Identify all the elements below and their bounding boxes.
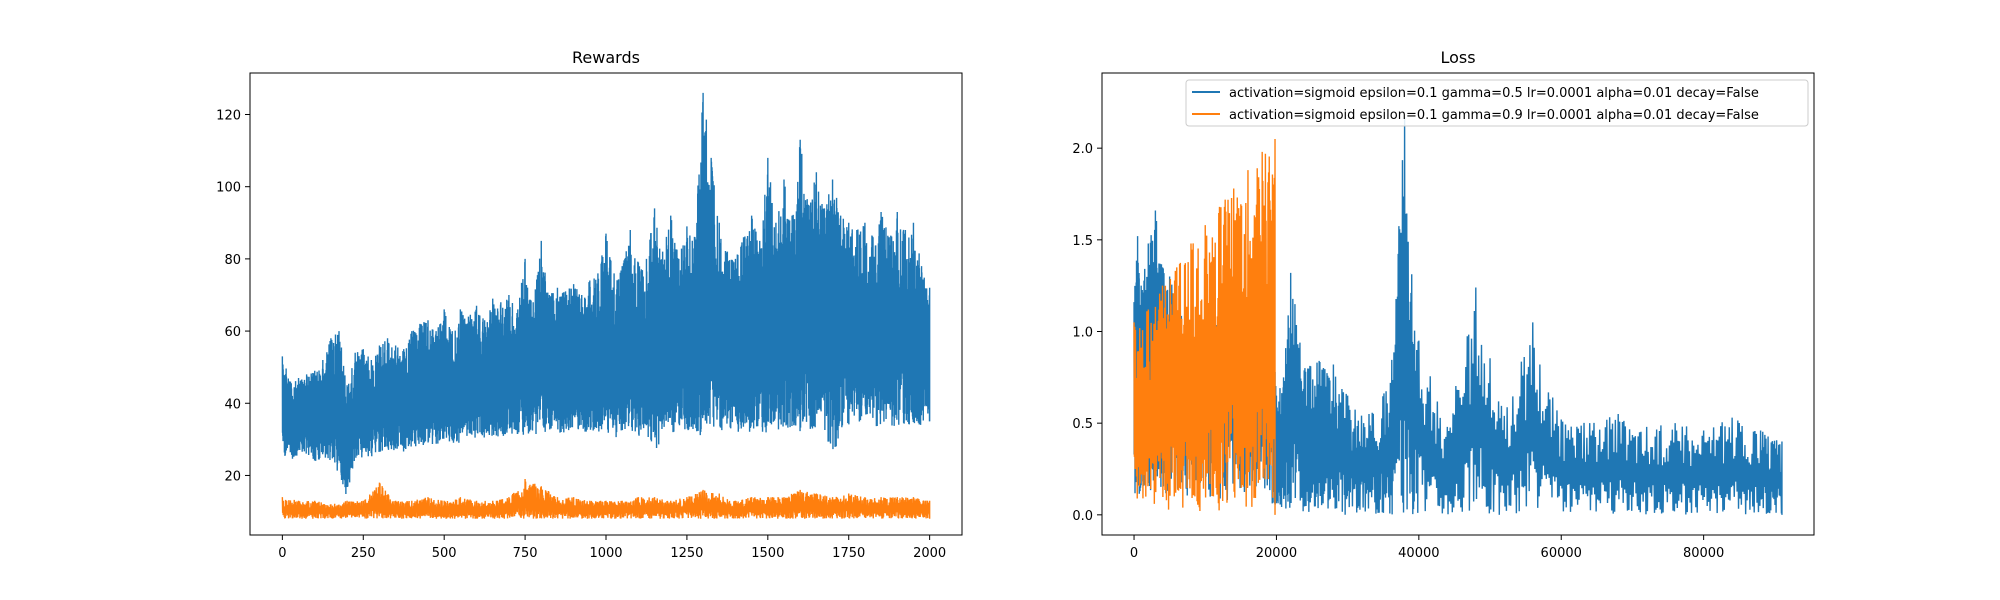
- rewards-x-tick-label: 250: [351, 546, 376, 561]
- rewards-x-tick-label: 1000: [589, 546, 622, 561]
- rewards-y-tick-label: 100: [216, 181, 241, 196]
- loss-series-layer: [1133, 116, 1783, 515]
- rewards-y-axis-ticks: 20 40 60 80 100 120: [216, 109, 250, 484]
- loss-x-tick-label: 0: [1130, 546, 1138, 561]
- rewards-y-tick-label: 80: [224, 253, 241, 268]
- rewards-x-tick-label: 500: [432, 546, 457, 561]
- rewards-y-tick-label: 120: [216, 109, 241, 124]
- rewards-series-layer: [281, 92, 931, 519]
- loss-y-axis-ticks: 0.0 0.5 1.0 1.5 2.0: [1072, 142, 1102, 524]
- rewards-axes-frame: [249, 72, 963, 536]
- loss-series-1-line: [1133, 138, 1276, 515]
- loss-y-tick-label: 0.5: [1072, 417, 1093, 432]
- loss-legend: activation=sigmoid epsilon=0.1 gamma=0.5…: [1185, 79, 1809, 127]
- loss-y-tick-label: 2.0: [1072, 142, 1093, 157]
- loss-x-tick-label: 60000: [1541, 546, 1582, 561]
- loss-axes-frame: [1101, 72, 1815, 536]
- loss-y-tick-label: 0.0: [1072, 509, 1093, 524]
- rewards-x-tick-label: 1500: [751, 546, 784, 561]
- rewards-chart: Rewards 0 250 500 750 1000 1250 1500 1750 2000 2…: [216, 48, 963, 561]
- legend-box: [1185, 79, 1809, 127]
- rewards-x-axis-ticks: 0 250 500 750 1000 1250 1500 1750 2000: [278, 535, 946, 561]
- legend-label-series-0: activation=sigmoid epsilon=0.1 gamma=0.5…: [1229, 86, 1759, 101]
- loss-x-axis-ticks: 0 20000 40000 60000 80000: [1130, 535, 1724, 561]
- rewards-y-tick-label: 40: [224, 397, 241, 412]
- loss-chart: Loss 0 20000 40000 60000 80000 0.0 0.5 1.0 1.5 2…: [1072, 48, 1815, 561]
- loss-x-tick-label: 40000: [1398, 546, 1439, 561]
- rewards-x-tick-label: 1750: [832, 546, 865, 561]
- rewards-x-tick-label: 1250: [670, 546, 703, 561]
- loss-x-tick-label: 20000: [1256, 546, 1297, 561]
- rewards-chart-title: Rewards: [572, 48, 640, 67]
- loss-chart-title: Loss: [1440, 48, 1475, 67]
- legend-label-series-1: activation=sigmoid epsilon=0.1 gamma=0.9…: [1229, 108, 1759, 123]
- rewards-y-tick-label: 20: [224, 469, 241, 484]
- rewards-series-1-line: [281, 479, 931, 519]
- loss-y-tick-label: 1.0: [1072, 326, 1093, 341]
- rewards-y-tick-label: 60: [224, 325, 241, 340]
- rewards-x-tick-label: 2000: [913, 546, 946, 561]
- rewards-x-tick-label: 0: [278, 546, 286, 561]
- loss-x-tick-label: 80000: [1683, 546, 1724, 561]
- rewards-x-tick-label: 750: [513, 546, 538, 561]
- loss-y-tick-label: 1.5: [1072, 234, 1093, 249]
- rewards-series-0-line: [281, 92, 931, 494]
